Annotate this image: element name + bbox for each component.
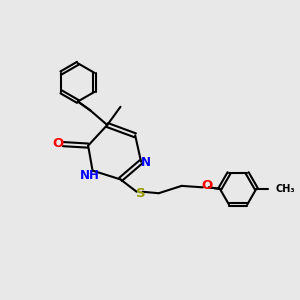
Text: S: S [136, 187, 146, 200]
Text: O: O [52, 137, 64, 150]
Text: N: N [141, 156, 152, 169]
Text: O: O [202, 179, 213, 192]
Text: NH: NH [80, 169, 100, 182]
Text: CH₃: CH₃ [275, 184, 295, 194]
